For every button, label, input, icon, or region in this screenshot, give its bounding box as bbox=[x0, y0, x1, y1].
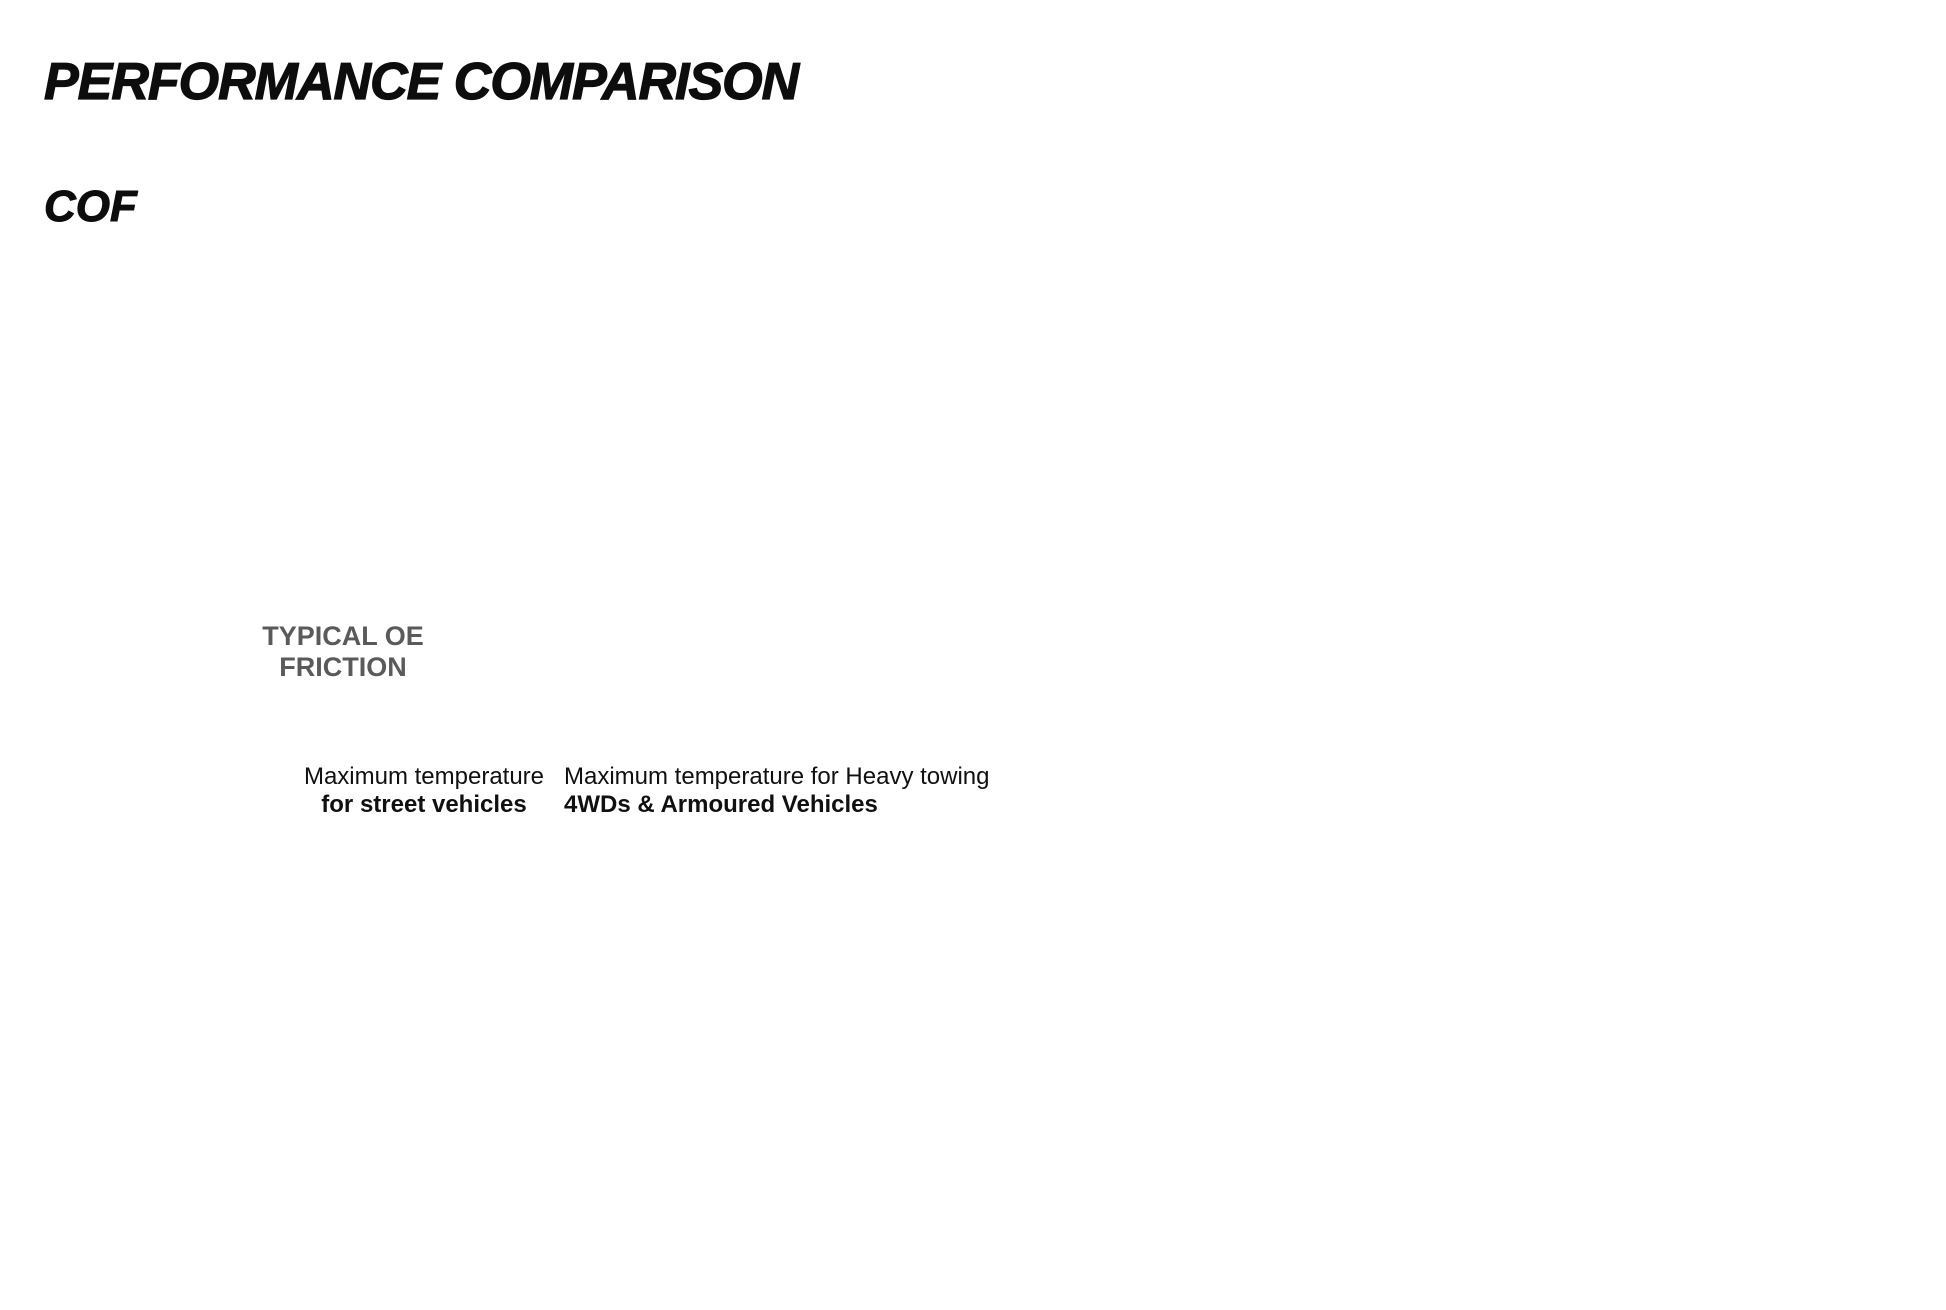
marker-note-line: Maximum temperature for Heavy towing bbox=[564, 763, 990, 790]
marker-note-line-bold: 4WDs & Armoured Vehicles bbox=[564, 791, 878, 818]
marker-note-heavy-towing: Maximum temperature for Heavy towing 4WD… bbox=[564, 763, 1024, 819]
oe-friction-label-line1: TYPICAL OE bbox=[262, 621, 424, 651]
marker-note-street-vehicles: Maximum temperature for street vehicles bbox=[254, 763, 594, 819]
y-axis-title: COF bbox=[44, 182, 138, 232]
marker-note-line: Maximum temperature bbox=[303, 763, 545, 790]
page-title: PERFORMANCE COMPARISON bbox=[43, 52, 799, 111]
oe-friction-label-line2: FRICTION bbox=[279, 652, 407, 682]
marker-note-line-bold: for street vehicles bbox=[321, 791, 527, 818]
oe-friction-label: TYPICAL OE FRICTION bbox=[252, 621, 434, 683]
